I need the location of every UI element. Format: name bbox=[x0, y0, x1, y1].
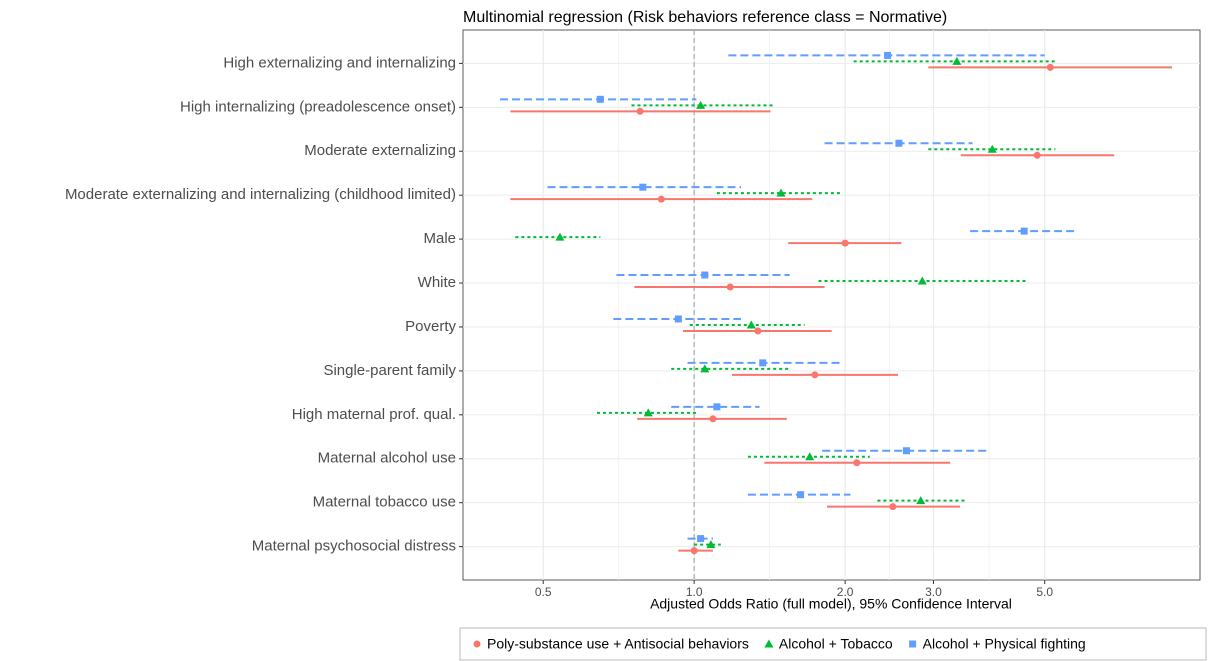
point bbox=[987, 144, 997, 153]
point bbox=[473, 640, 481, 648]
point bbox=[1046, 63, 1054, 71]
point bbox=[811, 371, 819, 379]
point bbox=[700, 364, 710, 373]
point bbox=[902, 447, 910, 455]
point bbox=[746, 320, 756, 329]
x-tick-label: 3.0 bbox=[925, 585, 942, 599]
x-tick-label: 0.5 bbox=[535, 585, 552, 599]
point bbox=[639, 183, 647, 191]
point bbox=[776, 188, 786, 197]
y-tick-label: High internalizing (preadolescence onset… bbox=[180, 98, 456, 115]
point bbox=[713, 403, 721, 411]
point bbox=[917, 276, 927, 285]
x-tick-label: 1.0 bbox=[686, 585, 703, 599]
y-tick-label: Moderate externalizing and internalizing… bbox=[65, 186, 456, 203]
legend-label: Alcohol + Tobacco bbox=[779, 636, 893, 652]
y-tick-label: Maternal alcohol use bbox=[318, 450, 456, 467]
y-tick-label: Single-parent family bbox=[323, 362, 456, 379]
point bbox=[952, 56, 962, 65]
point bbox=[690, 547, 698, 555]
point bbox=[759, 359, 767, 367]
panel bbox=[462, 29, 1201, 581]
x-axis-label: Adjusted Odds Ratio (full model), 95% Co… bbox=[650, 596, 1012, 612]
point bbox=[696, 100, 706, 109]
point bbox=[805, 452, 815, 461]
point bbox=[706, 540, 716, 549]
chart-title: Multinomial regression (Risk behaviors r… bbox=[463, 9, 947, 26]
point bbox=[555, 232, 565, 241]
y-tick-label: White bbox=[418, 274, 456, 291]
point bbox=[596, 95, 604, 103]
point bbox=[754, 327, 762, 335]
point bbox=[709, 415, 717, 423]
point bbox=[916, 496, 926, 505]
y-tick-label: Moderate externalizing bbox=[304, 142, 456, 159]
point bbox=[726, 283, 734, 291]
point bbox=[636, 107, 644, 115]
x-tick-label: 5.0 bbox=[1036, 585, 1053, 599]
point bbox=[853, 459, 861, 467]
point bbox=[895, 139, 903, 147]
point bbox=[674, 315, 682, 323]
point bbox=[841, 239, 849, 247]
x-tick-label: 2.0 bbox=[837, 585, 854, 599]
y-tick-label: Maternal psychosocial distress bbox=[252, 538, 456, 555]
point bbox=[697, 535, 705, 543]
legend-box bbox=[459, 627, 1207, 661]
y-tick-label: Male bbox=[423, 230, 456, 247]
y-tick-label: Poverty bbox=[405, 318, 456, 335]
point bbox=[764, 639, 774, 648]
point bbox=[889, 503, 897, 511]
point bbox=[1033, 151, 1041, 159]
point bbox=[643, 408, 653, 417]
point bbox=[884, 51, 892, 59]
legend-label: Alcohol + Physical fighting bbox=[923, 636, 1086, 652]
point bbox=[701, 271, 709, 279]
point bbox=[1020, 227, 1028, 235]
point bbox=[909, 640, 917, 648]
y-tick-label: High maternal prof. qual. bbox=[292, 406, 456, 423]
point bbox=[657, 195, 665, 203]
legend-label: Poly-substance use + Antisocial behavior… bbox=[487, 636, 749, 652]
y-tick-label: Maternal tobacco use bbox=[313, 494, 456, 511]
point bbox=[797, 491, 805, 499]
y-tick-label: High externalizing and internalizing bbox=[223, 54, 456, 71]
